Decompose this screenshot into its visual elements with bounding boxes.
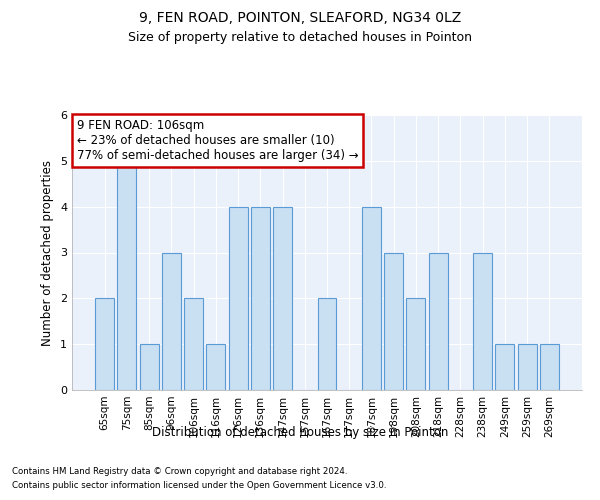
Text: 9 FEN ROAD: 106sqm
← 23% of detached houses are smaller (10)
77% of semi-detache: 9 FEN ROAD: 106sqm ← 23% of detached hou… <box>77 119 359 162</box>
Text: Size of property relative to detached houses in Pointon: Size of property relative to detached ho… <box>128 31 472 44</box>
Bar <box>429 252 448 390</box>
Bar <box>384 252 403 390</box>
Text: Contains HM Land Registry data © Crown copyright and database right 2024.: Contains HM Land Registry data © Crown c… <box>12 466 347 475</box>
Bar <box>317 298 337 390</box>
Bar <box>406 298 425 390</box>
Y-axis label: Number of detached properties: Number of detached properties <box>41 160 55 346</box>
Text: Distribution of detached houses by size in Pointon: Distribution of detached houses by size … <box>152 426 448 439</box>
Bar <box>95 298 114 390</box>
Bar <box>184 298 203 390</box>
Bar <box>251 206 270 390</box>
Text: Contains public sector information licensed under the Open Government Licence v3: Contains public sector information licen… <box>12 482 386 490</box>
Bar <box>229 206 248 390</box>
Bar <box>162 252 181 390</box>
Bar <box>118 161 136 390</box>
Bar <box>473 252 492 390</box>
Bar <box>362 206 381 390</box>
Bar <box>140 344 158 390</box>
Bar <box>540 344 559 390</box>
Bar <box>518 344 536 390</box>
Text: 9, FEN ROAD, POINTON, SLEAFORD, NG34 0LZ: 9, FEN ROAD, POINTON, SLEAFORD, NG34 0LZ <box>139 10 461 24</box>
Bar <box>206 344 225 390</box>
Bar <box>496 344 514 390</box>
Bar <box>273 206 292 390</box>
